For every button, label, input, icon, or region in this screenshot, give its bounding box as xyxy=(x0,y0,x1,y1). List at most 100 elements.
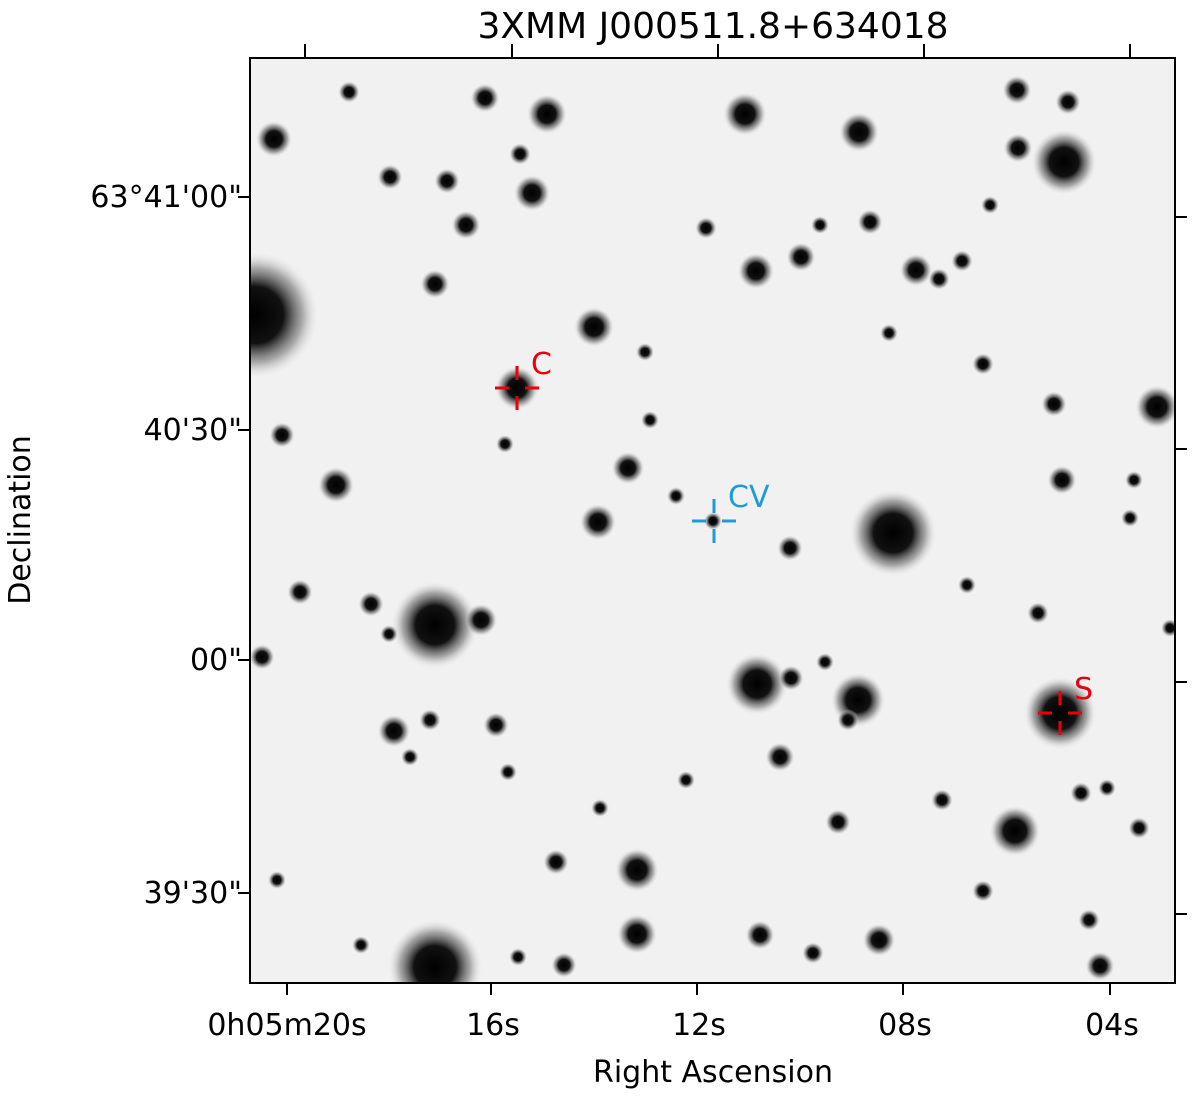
star xyxy=(1085,951,1115,981)
star xyxy=(377,714,411,748)
star xyxy=(928,268,950,290)
star xyxy=(496,435,514,453)
star xyxy=(287,579,313,605)
star xyxy=(574,307,614,347)
star xyxy=(738,253,774,289)
star xyxy=(745,920,775,950)
marker-label: C xyxy=(531,347,552,382)
star xyxy=(802,942,824,964)
star xyxy=(1027,602,1049,624)
star xyxy=(677,771,695,789)
star xyxy=(972,353,994,375)
star xyxy=(1031,129,1097,195)
star xyxy=(269,422,295,448)
star xyxy=(352,936,370,954)
x-tick-label: 12s xyxy=(672,1008,726,1043)
x-tick-label: 0h05m20s xyxy=(207,1008,366,1043)
star xyxy=(615,848,659,892)
star xyxy=(391,581,479,669)
star xyxy=(580,504,616,540)
star xyxy=(1003,133,1033,163)
star xyxy=(765,742,795,772)
star xyxy=(695,217,717,239)
star xyxy=(704,512,722,530)
star xyxy=(1135,385,1175,429)
y-tick-label: 39'30" xyxy=(144,876,242,911)
star xyxy=(811,216,829,234)
star xyxy=(318,467,354,503)
labels: C CV S xyxy=(495,347,1093,735)
star xyxy=(514,175,550,211)
y-axis-label: Declination xyxy=(3,435,38,605)
star xyxy=(419,709,441,731)
star xyxy=(981,196,999,214)
star xyxy=(509,143,531,165)
star xyxy=(839,112,879,152)
star xyxy=(543,849,569,875)
star xyxy=(401,748,419,766)
star xyxy=(1024,677,1096,749)
star xyxy=(499,763,517,781)
star xyxy=(1128,817,1150,839)
y-tick-label: 63°41'00" xyxy=(90,180,242,215)
x-axis-label: Right Ascension xyxy=(593,1055,833,1090)
star xyxy=(667,487,685,505)
star xyxy=(377,164,403,190)
ticks: 0h05m20s 16s 12s 08s 04s 63°41'00" 40'30" 00" 39… xyxy=(90,44,1187,1043)
star xyxy=(989,805,1041,857)
star xyxy=(617,914,657,954)
star xyxy=(434,168,460,194)
star xyxy=(1055,89,1081,115)
x-tick-label: 16s xyxy=(466,1008,520,1043)
star xyxy=(951,250,973,272)
star xyxy=(825,809,851,835)
star xyxy=(778,665,804,691)
star xyxy=(483,712,509,738)
marker-label: CV xyxy=(728,480,770,515)
star xyxy=(470,83,500,113)
star xyxy=(1070,782,1092,804)
star xyxy=(849,489,937,577)
star xyxy=(862,923,896,957)
star xyxy=(857,209,883,235)
star xyxy=(358,591,384,617)
star xyxy=(972,880,994,902)
x-tick-label: 08s xyxy=(878,1008,932,1043)
star xyxy=(551,952,577,978)
y-tick-label: 40'30" xyxy=(144,413,242,448)
star xyxy=(931,789,953,811)
star xyxy=(1125,471,1143,489)
star xyxy=(1002,75,1032,105)
y-tick-label: 00" xyxy=(190,643,242,678)
x-tick-label: 04s xyxy=(1085,1008,1139,1043)
star xyxy=(958,576,976,594)
stars xyxy=(250,75,1175,983)
star xyxy=(777,535,803,561)
star xyxy=(380,625,398,643)
star xyxy=(899,253,933,287)
star xyxy=(1121,509,1139,527)
star xyxy=(464,603,498,637)
star xyxy=(1098,779,1116,797)
star xyxy=(837,709,859,731)
star xyxy=(786,242,816,272)
star xyxy=(641,411,659,429)
star xyxy=(1078,909,1100,931)
star xyxy=(527,94,567,134)
star xyxy=(1041,391,1067,417)
star xyxy=(338,81,360,103)
star xyxy=(268,871,286,889)
star xyxy=(388,920,482,983)
star xyxy=(250,252,318,378)
star xyxy=(816,653,834,671)
star xyxy=(726,653,788,715)
star xyxy=(495,366,539,410)
frame xyxy=(249,57,1176,984)
star xyxy=(636,343,654,361)
star xyxy=(420,269,450,299)
star xyxy=(880,324,898,342)
title: 3XMM J000511.8+634018 xyxy=(477,6,948,47)
star xyxy=(1161,619,1175,637)
star xyxy=(611,451,645,485)
